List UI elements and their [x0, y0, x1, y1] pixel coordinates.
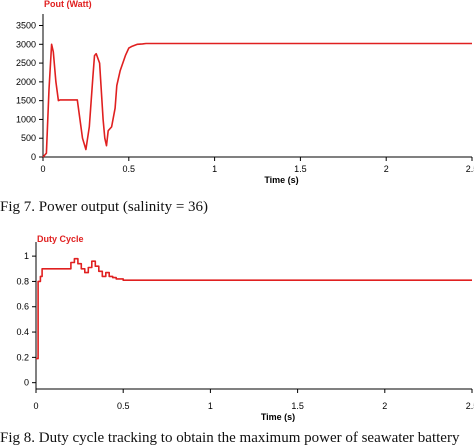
duty-y-tick-label: 0.6 — [16, 302, 29, 312]
duty-x-tick-label: 1 — [208, 401, 213, 411]
power-x-tick-label: 1.5 — [294, 164, 307, 174]
power-output-caption: Fig 7. Power output (salinity = 36) — [0, 199, 209, 215]
duty-x-tick-label: 0.5 — [117, 401, 130, 411]
duty-y-tick-label: 1 — [24, 251, 29, 261]
power-x-tick-label: 0 — [40, 164, 45, 174]
power-output-plot: Pout (Watt) 0 500 1000 1500 2000 2500 3000 3500 0… — [16, 0, 474, 185]
duty-cycle-chart: Duty Cycle 0 0.2 0.4 0.6 0.8 1 0 0.5 1 1.5 2 2.5 Time… — [0, 226, 474, 426]
duty-y-tick-label: 0.8 — [16, 276, 29, 286]
duty-x-axis-label: Time (s) — [261, 412, 295, 422]
power-y-tick-label: 0 — [31, 152, 36, 162]
power-x-tick-label: 2 — [384, 164, 389, 174]
duty-x-tick-label: 1.5 — [291, 401, 304, 411]
power-x-axis-label: Time (s) — [264, 175, 298, 185]
power-chart-title: Pout (Watt) — [44, 0, 92, 9]
power-y-tick-label: 2500 — [16, 58, 36, 68]
duty-x-tick-label: 2.5 — [466, 401, 474, 411]
power-x-tick-label: 0.5 — [123, 164, 136, 174]
duty-series-line — [36, 257, 472, 360]
power-x-tick-label: 1 — [212, 164, 217, 174]
power-y-tick-label: 1500 — [16, 96, 36, 106]
duty-y-tick-label: 0.2 — [16, 352, 29, 362]
duty-x-tick-label: 0 — [33, 401, 38, 411]
power-y-tick-label: 3000 — [16, 39, 36, 49]
duty-cycle-plot: Duty Cycle 0 0.2 0.4 0.6 0.8 1 0 0.5 1 1.5 2 2.5 Time… — [16, 234, 474, 422]
power-y-tick-label: 3500 — [16, 21, 36, 31]
duty-x-tick-label: 2 — [382, 401, 387, 411]
duty-y-tick-label: 0 — [24, 378, 29, 388]
duty-cycle-caption: Fig 8. Duty cycle tracking to obtain the… — [0, 430, 460, 446]
power-y-tick-label: 1000 — [16, 114, 36, 124]
power-y-tick-label: 2000 — [16, 77, 36, 87]
power-output-chart: Pout (Watt) 0 500 1000 1500 2000 2500 3000 3500 0… — [0, 0, 474, 196]
power-x-tick-label: 2.5 — [466, 164, 474, 174]
duty-y-tick-label: 0.4 — [16, 327, 29, 337]
duty-chart-title: Duty Cycle — [37, 234, 84, 244]
power-y-tick-label: 500 — [21, 133, 36, 143]
power-series-line — [42, 42, 472, 158]
